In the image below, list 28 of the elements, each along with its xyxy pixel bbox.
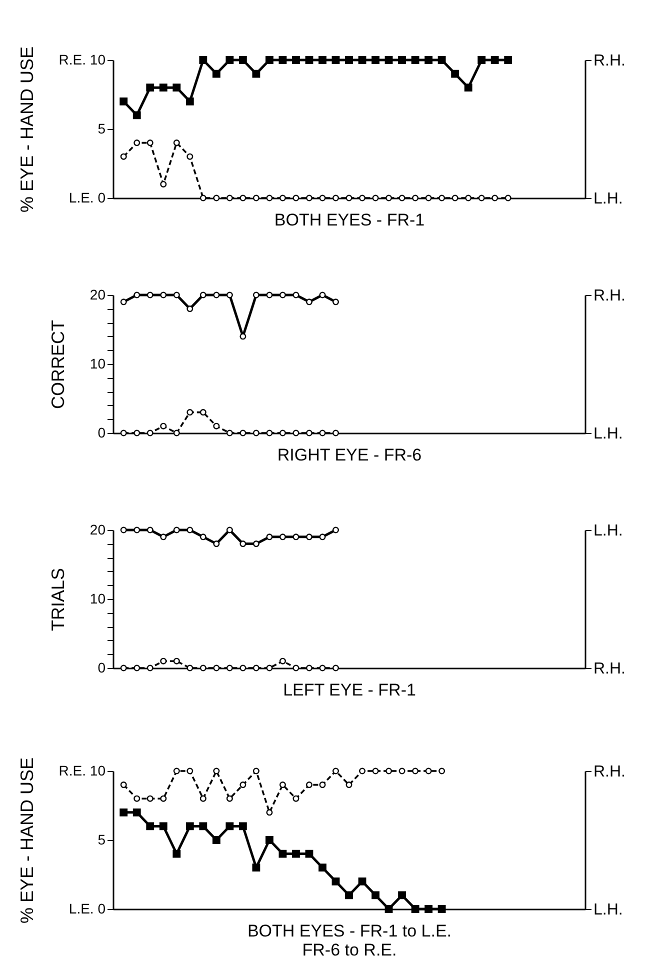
y-axis-title: % EYE - HAND USE <box>16 757 37 924</box>
y-tick-label: 0 <box>98 660 106 676</box>
category-label: R.H. <box>594 660 626 678</box>
y-tick-label: 0 <box>98 424 106 440</box>
y-tick-label: L.E. 0 <box>68 190 106 206</box>
y-tick-label: R.E. 10 <box>58 762 106 778</box>
y-tick-label: 20 <box>90 522 106 538</box>
y-axis-title: CORRECT <box>48 320 68 409</box>
x-axis-title: RIGHT EYE - FR-6 <box>277 446 422 464</box>
y-tick-label: L.E. 0 <box>68 900 106 916</box>
y-tick-label: R.E. 10 <box>58 52 106 68</box>
y-tick-label: 20 <box>90 286 106 302</box>
category-label: L.H. <box>594 190 623 208</box>
y-tick-label: 5 <box>98 120 106 136</box>
category-label: L.H. <box>594 902 623 918</box>
y-tick-label: 10 <box>90 356 106 372</box>
x-axis-title: BOTH EYES - FR-1 <box>274 210 425 230</box>
y-axis-title: TRIALS <box>48 568 68 632</box>
x-axis-title: BOTH EYES - FR-1 to L.E. FR-6 to R.E. <box>247 922 452 960</box>
y-tick-label: 10 <box>90 590 106 606</box>
y-axis-title: % EYE - HAND USE <box>16 46 37 213</box>
category-label: R.H. <box>594 288 626 304</box>
category-label: R.H. <box>594 52 626 70</box>
category-label: L.H. <box>594 522 623 540</box>
category-label: L.H. <box>594 426 623 442</box>
category-label: R.H. <box>594 764 626 780</box>
x-axis-title: LEFT EYE - FR-1 <box>283 680 416 700</box>
y-tick-label: 5 <box>98 832 106 848</box>
